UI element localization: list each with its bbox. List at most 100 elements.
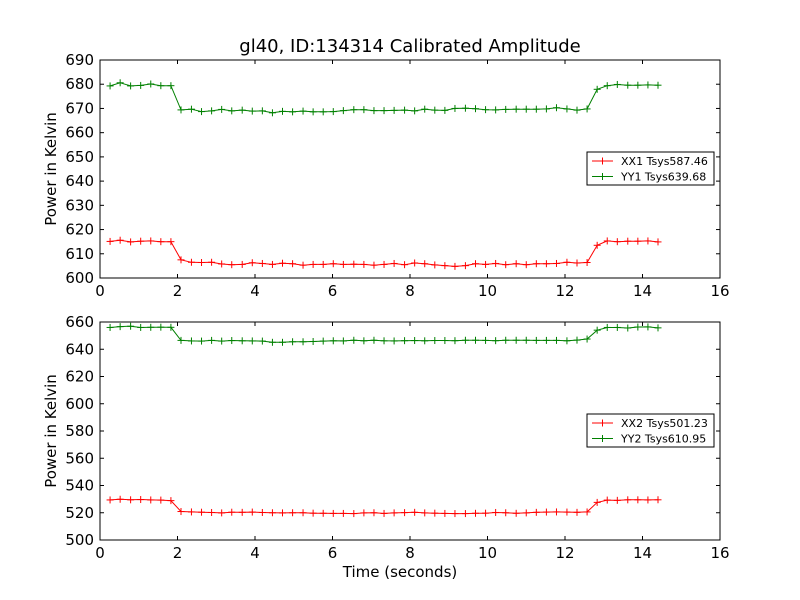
data-point [421, 509, 429, 517]
data-point [441, 337, 449, 345]
data-point [350, 260, 358, 268]
legend: XX1 Tsys587.46 YY1 Tsys639.68 [586, 151, 715, 186]
data-point [309, 337, 317, 345]
data-point [309, 108, 317, 116]
legend-label: YY1 Tsys639.68 [620, 171, 706, 184]
data-point [441, 106, 449, 114]
data-point [350, 510, 358, 518]
x-tick-label: 8 [405, 544, 415, 562]
legend-item: YY1 Tsys639.68 [592, 171, 706, 184]
data-point [309, 260, 317, 268]
data-point [177, 256, 185, 264]
data-point [218, 260, 226, 268]
data-point [370, 509, 378, 517]
x-tick-label: 6 [328, 544, 338, 562]
data-point [339, 260, 347, 268]
data-point [512, 260, 520, 268]
data-point [157, 496, 165, 504]
data-point [563, 508, 571, 516]
data-point [532, 260, 540, 268]
data-point [329, 337, 337, 345]
data-point [441, 509, 449, 517]
data-point [147, 323, 155, 331]
data-point [471, 105, 479, 113]
data-point [542, 105, 550, 113]
data-point [116, 323, 124, 331]
data-point [522, 261, 530, 269]
data-point [431, 509, 439, 517]
x-tick-label: 14 [633, 544, 652, 562]
data-point [218, 337, 226, 345]
data-point [634, 496, 642, 504]
data-point [451, 510, 459, 518]
data-point [390, 106, 398, 114]
data-point [613, 323, 621, 331]
data-point [198, 337, 206, 345]
x-tick-label: 10 [478, 544, 497, 562]
data-point [492, 106, 500, 114]
data-point [593, 85, 601, 93]
data-point [258, 337, 266, 345]
data-point [279, 259, 287, 267]
data-point [106, 82, 114, 90]
data-point [654, 324, 662, 332]
data-point [238, 337, 246, 345]
data-point [522, 105, 530, 113]
data-point [289, 108, 297, 116]
x-tick-label: 2 [173, 282, 183, 300]
data-point [218, 105, 226, 113]
data-point [268, 260, 276, 268]
data-point [319, 108, 327, 116]
data-point [187, 258, 195, 266]
data-point [218, 509, 226, 517]
data-point [187, 337, 195, 345]
x-tick-label: 4 [250, 544, 260, 562]
data-point [654, 496, 662, 504]
chart-title: gl40, ID:134314 Calibrated Amplitude [239, 36, 580, 57]
y-tick-label: 620 [65, 368, 94, 386]
y-tick-label: 630 [65, 196, 94, 214]
data-point [147, 80, 155, 88]
data-point [634, 237, 642, 245]
data-point [208, 107, 216, 115]
data-point [187, 105, 195, 113]
data-point [644, 496, 652, 504]
y-tick-label: 660 [65, 124, 94, 142]
y-tick-label: 540 [65, 477, 94, 495]
legend-label: XX2 Tsys501.23 [621, 417, 708, 430]
data-point [411, 259, 419, 267]
data-point [279, 338, 287, 346]
data-point [127, 82, 135, 90]
data-point [268, 109, 276, 117]
data-point [542, 260, 550, 268]
data-point [167, 82, 175, 90]
legend: XX2 Tsys501.23 YY2 Tsys610.95 [586, 413, 715, 448]
data-point [471, 260, 479, 268]
legend-frame [586, 151, 715, 186]
data-point [116, 495, 124, 503]
data-point [370, 336, 378, 344]
data-point [593, 241, 601, 249]
x-tick-label: 16 [710, 544, 729, 562]
data-point [573, 508, 581, 516]
data-point [542, 336, 550, 344]
subplot-1: 0 2 4 6 8 10 12 14 16 600 610 620 630 640 650 660 670 680… [42, 51, 730, 300]
data-point [390, 337, 398, 345]
data-point [583, 105, 591, 113]
data-point [613, 80, 621, 88]
data-point [208, 508, 216, 516]
data-point [644, 237, 652, 245]
data-point [137, 496, 145, 504]
data-point [238, 508, 246, 516]
x-tick-label: 6 [328, 282, 338, 300]
data-point [401, 509, 409, 517]
data-point [228, 261, 236, 269]
data-point [106, 237, 114, 245]
data-point [451, 104, 459, 112]
data-point [552, 336, 560, 344]
data-point [177, 508, 185, 516]
data-point [401, 106, 409, 114]
y-tick-label: 640 [65, 172, 94, 190]
data-point [289, 260, 297, 268]
data-point [268, 338, 276, 346]
